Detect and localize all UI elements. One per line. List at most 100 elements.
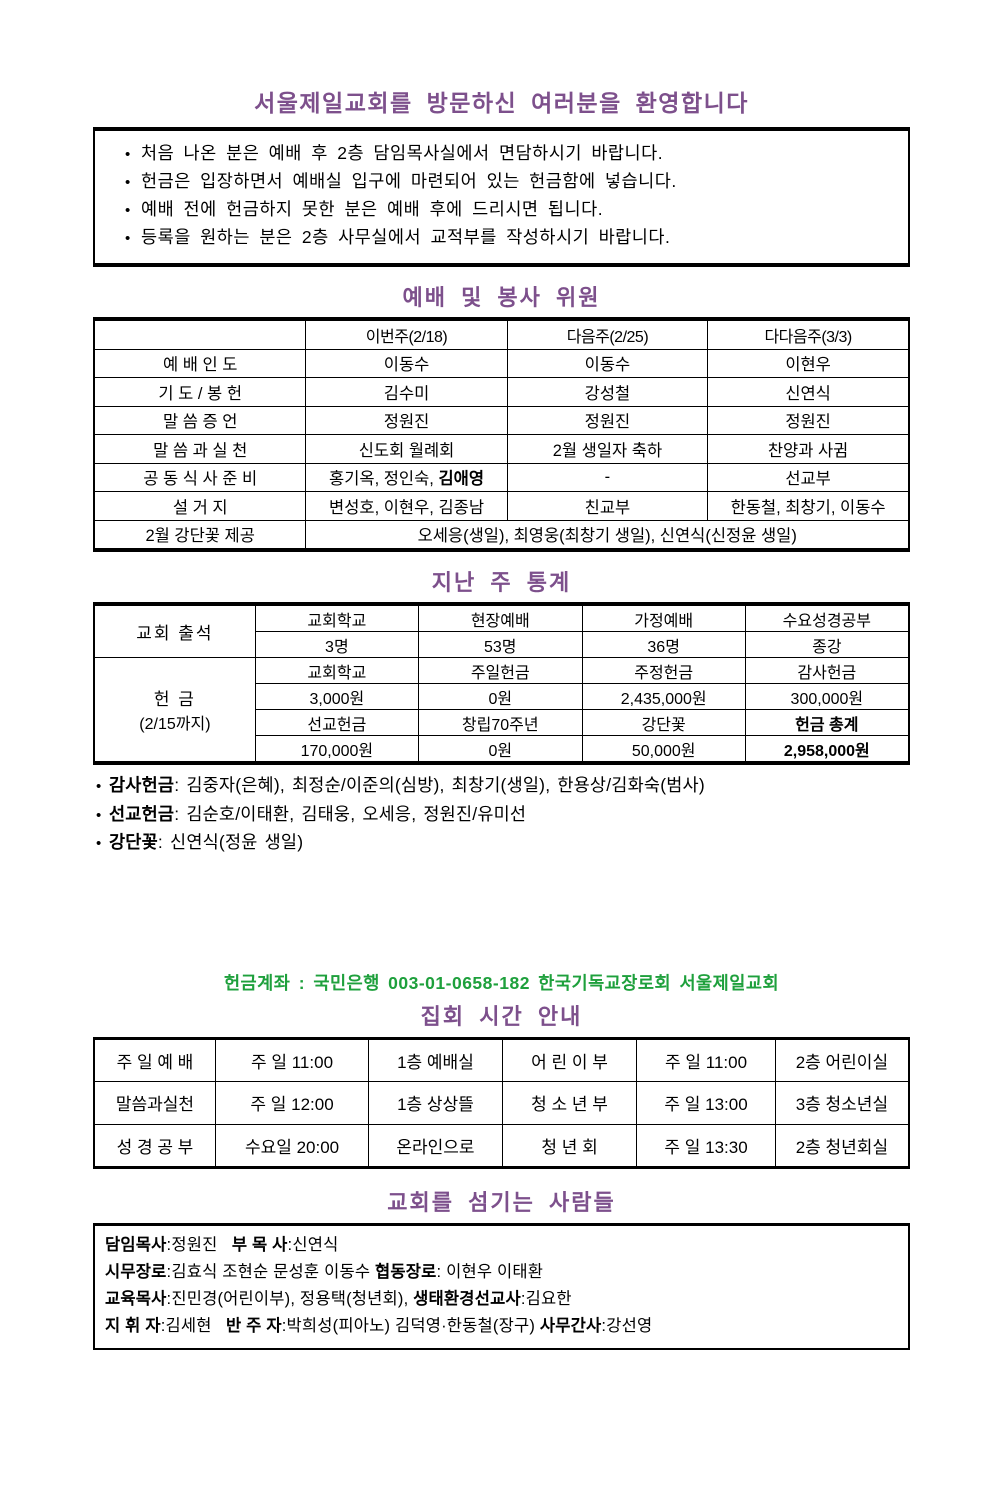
table-row: 설 거 지 변성호, 이현우, 김종남 친교부 한동철, 최창기, 이동수 [93,491,910,521]
staff-role: 교육목사 [105,1290,167,1308]
staff-role: 지 휘 자 [105,1317,161,1335]
table-row: 말 씀 증 언 정원진 정원진 정원진 [93,405,910,435]
table-cell: 주정헌금 [581,657,746,684]
row-label-cell: 기 도 / 봉 헌 [93,377,307,407]
table-row: 2월 강단꽃 제공 오세응(생일), 최영웅(최창기 생일), 신연식(신정윤 … [93,519,910,551]
welcome-bullet-text: 헌금은 입장하면서 예배실 입구에 마련되어 있는 헌금함에 넣습니다. [141,171,677,191]
table-cell: 이동수 [305,348,508,378]
table-cell: 다다음주(3/3) [707,318,910,350]
staff-role: 협동장로 [375,1263,437,1281]
table-cell: 신도회 월례회 [305,434,508,464]
welcome-bullet-text: 처음 나온 분은 예배 후 2층 담임목사실에서 면담하시기 바랍니다. [141,143,664,163]
table-cell: 성 경 공 부 [93,1123,216,1168]
table-cell: 정원진 [506,405,709,435]
table-cell: 현장예배 [417,603,583,632]
staff-names: :강선영 [601,1317,653,1335]
table-cell: 1층 상상뜰 [368,1081,503,1125]
note-label: 선교헌금 [109,803,175,824]
note-text: : 신연식(정윤 생일) [157,832,304,852]
row-label-cell: 예 배 인 도 [93,348,307,378]
row-label-cell: 헌 금 (2/15까지) [93,657,256,764]
table-cell: 2월 생일자 축하 [506,434,709,464]
table-cell: 강성철 [506,377,709,407]
offering-sublabel: (2/15까지) [139,716,211,733]
table-cell: 2층 청년회실 [774,1123,910,1168]
staff-line: 교육목사:진민경(어린이부), 정용택(청년회), 생태환경선교사:김요한 [105,1286,900,1313]
staff-role: 시무장로 [105,1263,167,1281]
note-label: 강단꽃 [109,832,158,852]
table-cell: 정원진 [707,405,910,435]
table-cell: 가정예배 [581,603,746,632]
table-cell: 3층 청소년실 [774,1081,910,1125]
welcome-bullet-line: 예배 전에 헌금하지 못한 분은 예배 후에 드리시면 됩니다. [125,196,898,224]
table-cell: 1층 예배실 [368,1037,503,1082]
bullet-icon [125,140,141,168]
staff-names: :박희성(피아노) 김덕영·한동철(장구) [281,1317,540,1335]
table-cell: 이번주(2/18) [305,318,508,350]
table-cell: 홍기옥, 정인숙, 김애영 [305,462,508,492]
table-cell: 선교헌금 [254,709,419,736]
meeting-schedule-table: 주 일 예 배 주 일 11:00 1층 예배실 어 린 이 부 주 일 11:… [93,1036,910,1169]
staff-role: 사무간사 [539,1317,602,1335]
table-row: 말씀과실천 주 일 12:00 1층 상상뜰 청 소 년 부 주 일 13:00… [93,1081,910,1125]
table-cell: 주 일 13:00 [636,1081,776,1125]
table-cell: 말씀과실천 [93,1081,216,1125]
table-header-row: 이번주(2/18) 다음주(2/25) 다다음주(3/3) [93,318,910,350]
table-cell: 36명 [581,631,746,658]
table-cell: 이현우 [707,348,910,378]
welcome-bullet-text: 등록을 원하는 분은 2층 사무실에서 교적부를 작성하시기 바랍니다. [141,227,671,247]
table-cell: 주일헌금 [417,657,583,684]
table-cell: 다음주(2/25) [506,318,709,350]
table-cell: 주 일 11:00 [636,1037,776,1082]
table-cell: 3,000원 [254,683,419,710]
table-cell: 주 일 예 배 [93,1037,216,1082]
table-cell: 주 일 13:30 [636,1123,776,1168]
table-cell: 찬양과 사귐 [707,434,910,464]
table-row: 주 일 예 배 주 일 11:00 1층 예배실 어 린 이 부 주 일 11:… [93,1037,910,1082]
table-cell: 신연식 [707,377,910,407]
row-label-cell: 말 씀 증 언 [93,405,307,435]
table-cell: - [506,462,709,492]
staff-line: 시무장로:김효식 조현순 문성훈 이동수 협동장로: 이현우 이태환 [105,1259,900,1286]
table-cell: 300,000원 [744,683,910,710]
table-cell: 감사헌금 [744,657,910,684]
bullet-icon [125,224,141,252]
table-cell: 50,000원 [581,735,746,764]
table-cell: 수요일 20:00 [214,1123,370,1168]
row-label-cell: 2월 강단꽃 제공 [93,519,307,551]
staff-names: : 이현우 이태환 [436,1263,544,1281]
table-cell: 강단꽃 [581,709,746,736]
table-row: 선교헌금 창립70주년 강단꽃 헌금 총계 [94,709,910,736]
welcome-bullet-line: 헌금은 입장하면서 예배실 입구에 마련되어 있는 헌금함에 넣습니다. [125,168,898,196]
note-line: 선교헌금: 김순호/이태환, 김태웅, 오세응, 정원진/유미선 [96,801,910,830]
note-text: : 김순호/이태환, 김태웅, 오세응, 정원진/유미선 [174,803,527,824]
worship-committee-table: 이번주(2/18) 다음주(2/25) 다다음주(3/3) 예 배 인 도 이동… [93,317,910,552]
staff-names: :진민경(어린이부), 정용택(청년회), [166,1290,414,1308]
bullet-icon [96,829,109,858]
table-cell: 헌금 총계 [744,709,910,736]
staff-line: 담임목사:정원진 부 목 사:신연식 [105,1232,900,1259]
table-cell: 2,958,000원 [744,735,910,764]
welcome-bullet-line: 처음 나온 분은 예배 후 2층 담임목사실에서 면담하시기 바랍니다. [125,140,898,168]
staff-role: 반 주 자 [226,1317,282,1335]
table-cell: 교회학교 [254,657,419,684]
staff-line: 지 휘 자:김세현 반 주 자:박희성(피아노) 김덕영·한동철(장구) 사무간… [105,1313,900,1340]
table-cell: 주 일 11:00 [214,1037,370,1082]
bulletin-page: 서울제일교회를 방문하신 여러분을 환영합니다 처음 나온 분은 예배 후 2층… [93,84,910,1350]
welcome-bullet-line: 등록을 원하는 분은 2층 사무실에서 교적부를 작성하시기 바랍니다. [125,224,898,252]
table-cell: 정원진 [305,405,508,435]
table-row: 헌 금 (2/15까지) 교회학교 주일헌금 주정헌금 감사헌금 [93,657,910,764]
bullet-icon [96,772,109,801]
table-cell: 53명 [417,631,583,658]
table-row: 성 경 공 부 수요일 20:00 온라인으로 청 년 회 주 일 13:30 … [93,1123,910,1168]
table-cell: 어 린 이 부 [501,1037,638,1082]
staff-role: 부 목 사 [231,1236,288,1254]
bullet-icon [125,168,141,196]
row-label-cell: 교회 출석 [93,603,256,658]
row-label-cell: 공 동 식 사 준 비 [93,462,307,492]
note-label: 감사헌금 [109,775,175,795]
row-label-cell: 설 거 지 [93,491,307,521]
table-cell: 이동수 [506,348,709,378]
staff-names: :정원진 [166,1236,232,1254]
staff-names: :김효식 조현순 문성훈 이동수 [166,1263,376,1281]
